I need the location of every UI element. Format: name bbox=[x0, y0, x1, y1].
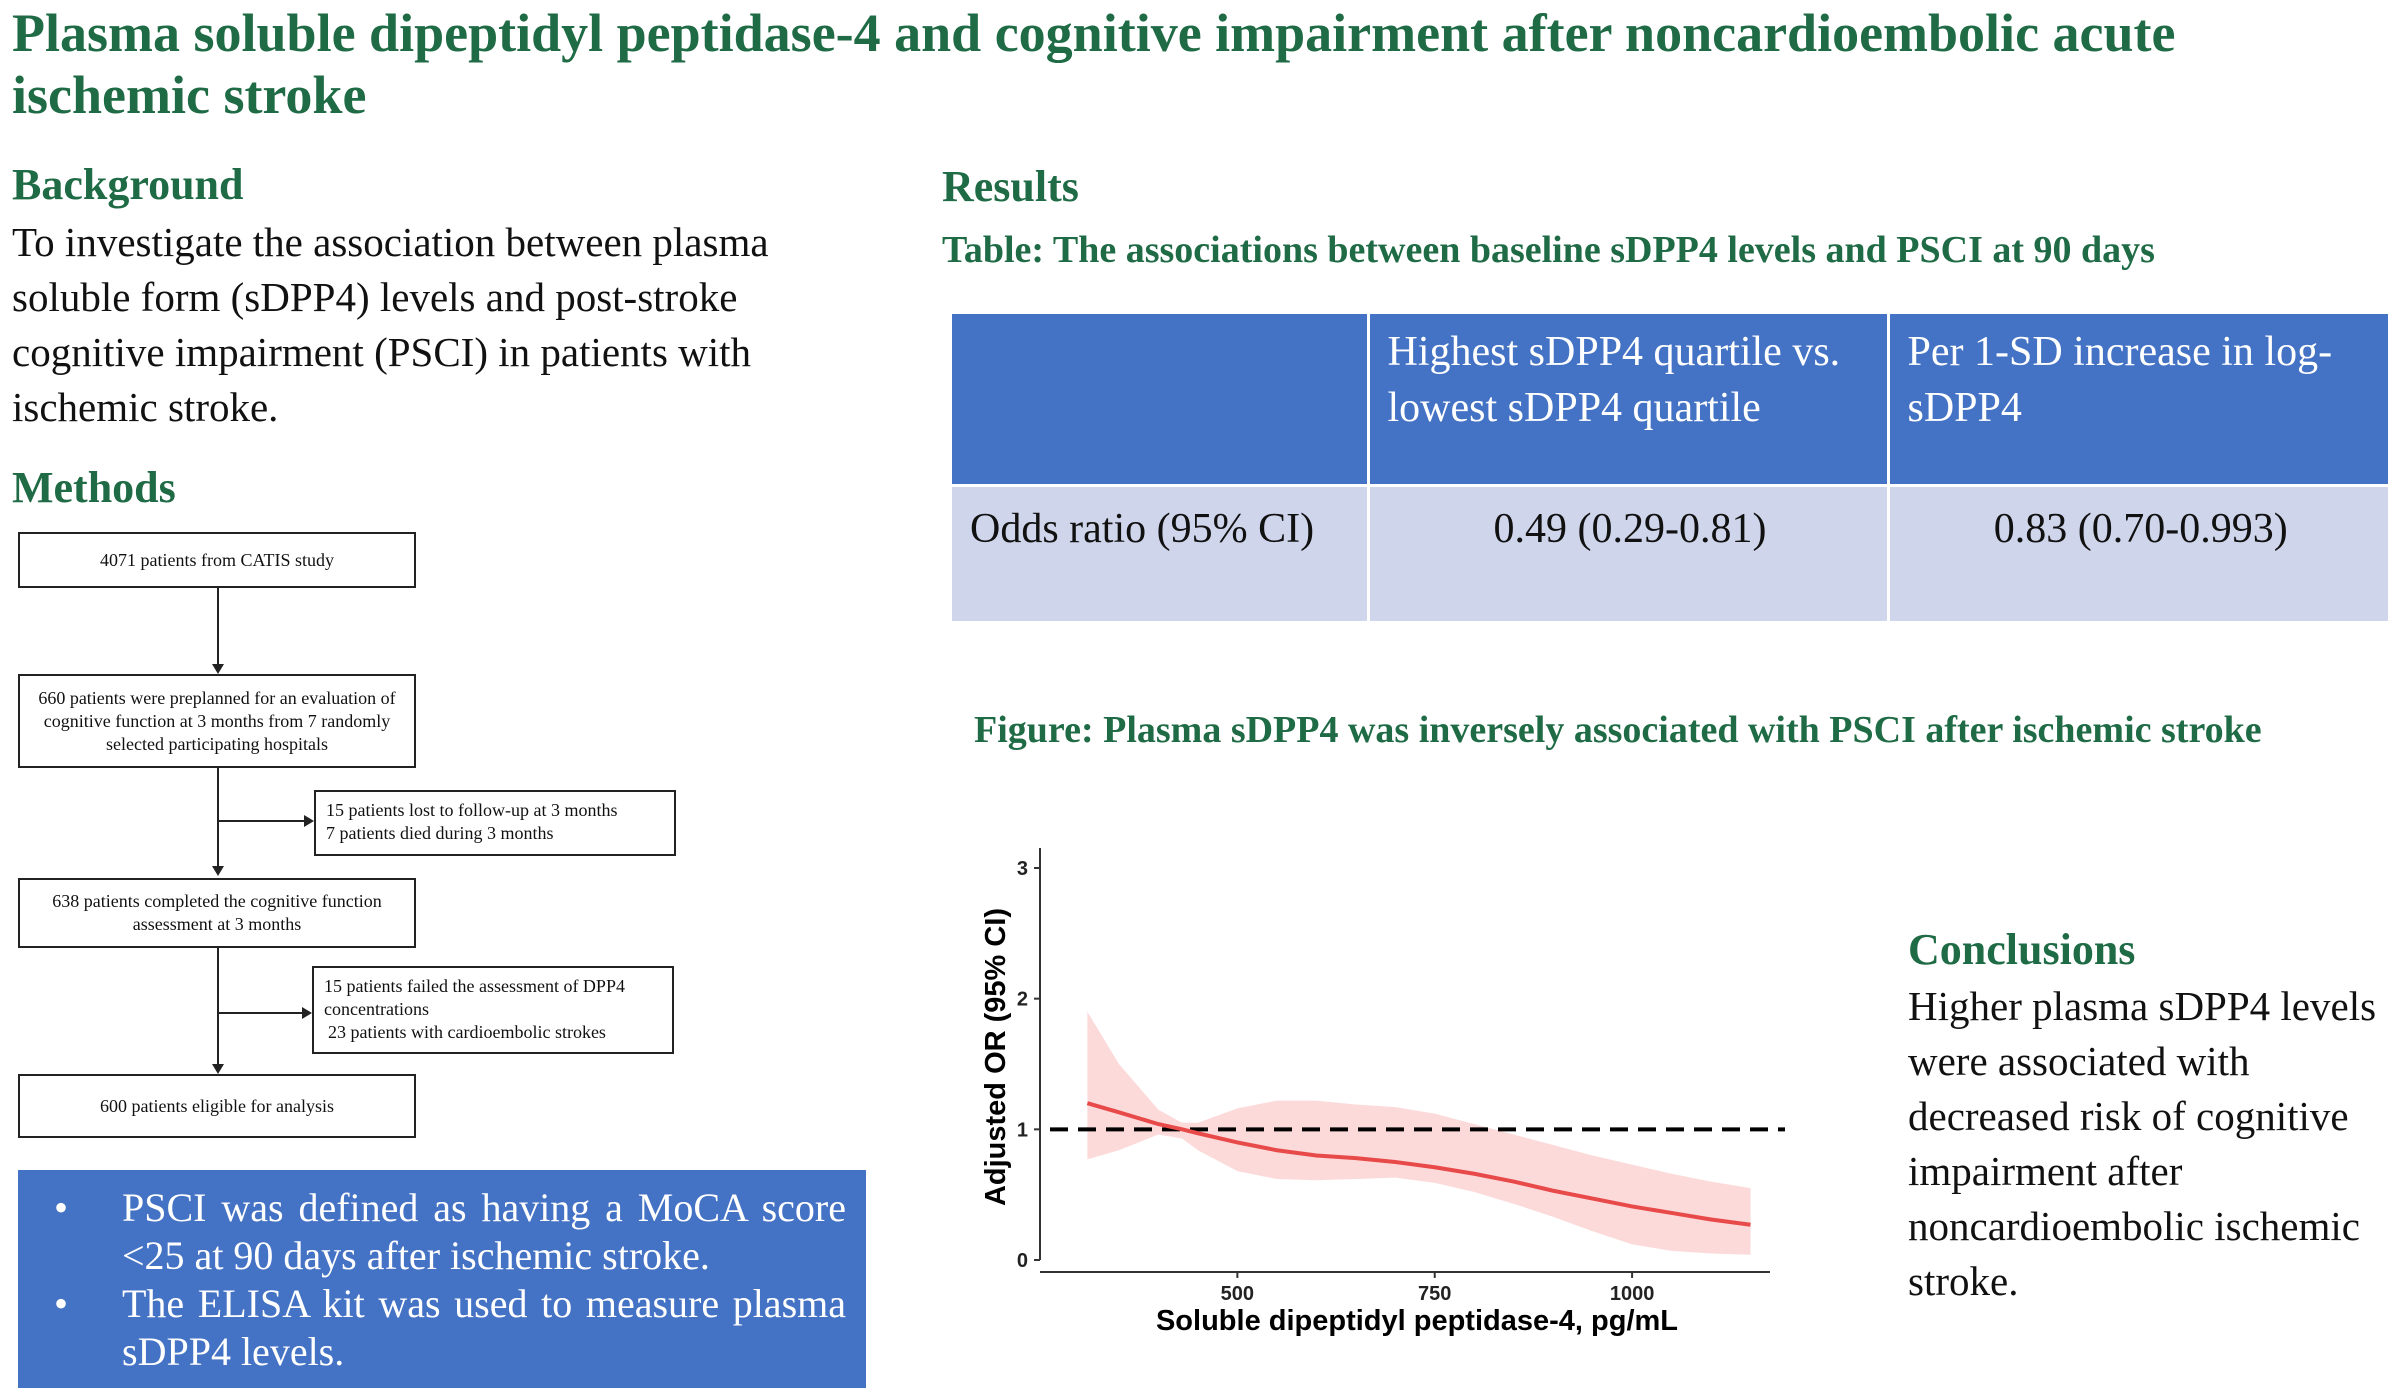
results-heading: Results bbox=[942, 162, 1079, 211]
flowchart-box-cohort: 4071 patients from CATIS study bbox=[18, 532, 416, 588]
table-cell: 0.83 (0.70-0.993) bbox=[1888, 485, 2388, 621]
conclusions-text: Higher plasma sDPP4 levels were associat… bbox=[1908, 983, 2377, 1304]
note-item: • PSCI was defined as having a MoCA scor… bbox=[34, 1184, 846, 1280]
table-header-row: Highest sDPP4 quartile vs. lowest sDPP4 … bbox=[952, 314, 2388, 487]
ci-band-group bbox=[1087, 1011, 1751, 1255]
flow-connector bbox=[217, 768, 219, 868]
poster-title: Plasma soluble dipeptidyl peptidase-4 an… bbox=[12, 3, 2176, 125]
arrow-down-icon bbox=[212, 664, 224, 674]
definitions-box: • PSCI was defined as having a MoCA scor… bbox=[18, 1170, 866, 1388]
flowchart-box-completed: 638 patients completed the cognitive fun… bbox=[18, 878, 416, 948]
note-text: PSCI was defined as having a MoCA score … bbox=[122, 1185, 846, 1278]
x-tick-label: 750 bbox=[1418, 1283, 1451, 1305]
flow-connector bbox=[217, 820, 305, 822]
or-spline-chart: 0 1 2 3 500 750 1000 Soluble dipeptidyl peptid… bbox=[980, 848, 1785, 1337]
table-header-cell: Per 1-SD increase in log-sDPP4 bbox=[1888, 314, 2388, 487]
table-caption: Table: The associations between baseline… bbox=[942, 229, 2155, 271]
conclusions-heading: Conclusions bbox=[1908, 925, 2136, 974]
y-axis-label: Adjusted OR (95% CI) bbox=[980, 908, 1012, 1206]
figure-caption: Figure: Plasma sDPP4 was inversely assoc… bbox=[974, 709, 2262, 751]
flowchart-exclusion-dpp4: 15 patients failed the assessment of DPP… bbox=[312, 966, 674, 1054]
results-table: Highest sDPP4 quartile vs. lowest sDPP4 … bbox=[952, 314, 2388, 621]
background-heading: Background bbox=[12, 160, 244, 209]
y-tick-label: 2 bbox=[1017, 989, 1028, 1011]
y-tick-label: 0 bbox=[1017, 1250, 1028, 1272]
methods-heading: Methods bbox=[12, 463, 176, 512]
flowchart-box-eligible: 600 patients eligible for analysis bbox=[18, 1074, 416, 1138]
or-line bbox=[1086, 1101, 1751, 1227]
arrow-right-icon bbox=[304, 815, 314, 827]
y-tick-label: 3 bbox=[1017, 858, 1028, 880]
x-axis-label: Soluble dipeptidyl peptidase-4, pg/mL bbox=[1156, 1305, 1678, 1337]
axes-group: 0 1 2 3 500 750 1000 bbox=[1017, 848, 1770, 1305]
bullet: • bbox=[54, 1281, 69, 1326]
y-tick-label: 1 bbox=[1017, 1119, 1028, 1141]
exclusion-line: 15 patients lost to follow-up at 3 month… bbox=[326, 800, 618, 820]
table-header-cell bbox=[952, 314, 1370, 487]
series-line-group bbox=[1086, 1101, 1751, 1227]
exclusion-line: 15 patients failed the assessment of DPP… bbox=[324, 976, 625, 1019]
flow-connector bbox=[217, 588, 219, 666]
background-text: To investigate the association between p… bbox=[12, 219, 769, 430]
table-cell: Odds ratio (95% CI) bbox=[952, 485, 1370, 621]
x-tick-label: 500 bbox=[1221, 1283, 1254, 1305]
table-row: Odds ratio (95% CI) 0.49 (0.29-0.81) 0.8… bbox=[952, 485, 2388, 621]
x-tick-label: 1000 bbox=[1610, 1283, 1655, 1305]
flowchart-exclusion-followup: 15 patients lost to follow-up at 3 month… bbox=[314, 790, 676, 856]
bullet: • bbox=[54, 1185, 69, 1230]
flowchart-box-preplanned: 660 patients were preplanned for an eval… bbox=[18, 674, 416, 768]
table-header-cell: Highest sDPP4 quartile vs. lowest sDPP4 … bbox=[1368, 314, 1890, 487]
ci-band bbox=[1087, 1011, 1751, 1255]
note-text: The ELISA kit was used to measure plasma… bbox=[122, 1281, 846, 1374]
arrow-down-icon bbox=[212, 1064, 224, 1074]
exclusion-line: 23 patients with cardioembolic strokes bbox=[328, 1022, 606, 1042]
flow-connector bbox=[217, 1012, 303, 1014]
exclusion-line: 7 patients died during 3 months bbox=[326, 823, 554, 843]
flow-connector bbox=[217, 948, 219, 1066]
note-item: • The ELISA kit was used to measure plas… bbox=[34, 1280, 846, 1376]
table-cell: 0.49 (0.29-0.81) bbox=[1368, 485, 1890, 621]
arrow-down-icon bbox=[212, 866, 224, 876]
arrow-right-icon bbox=[302, 1007, 312, 1019]
